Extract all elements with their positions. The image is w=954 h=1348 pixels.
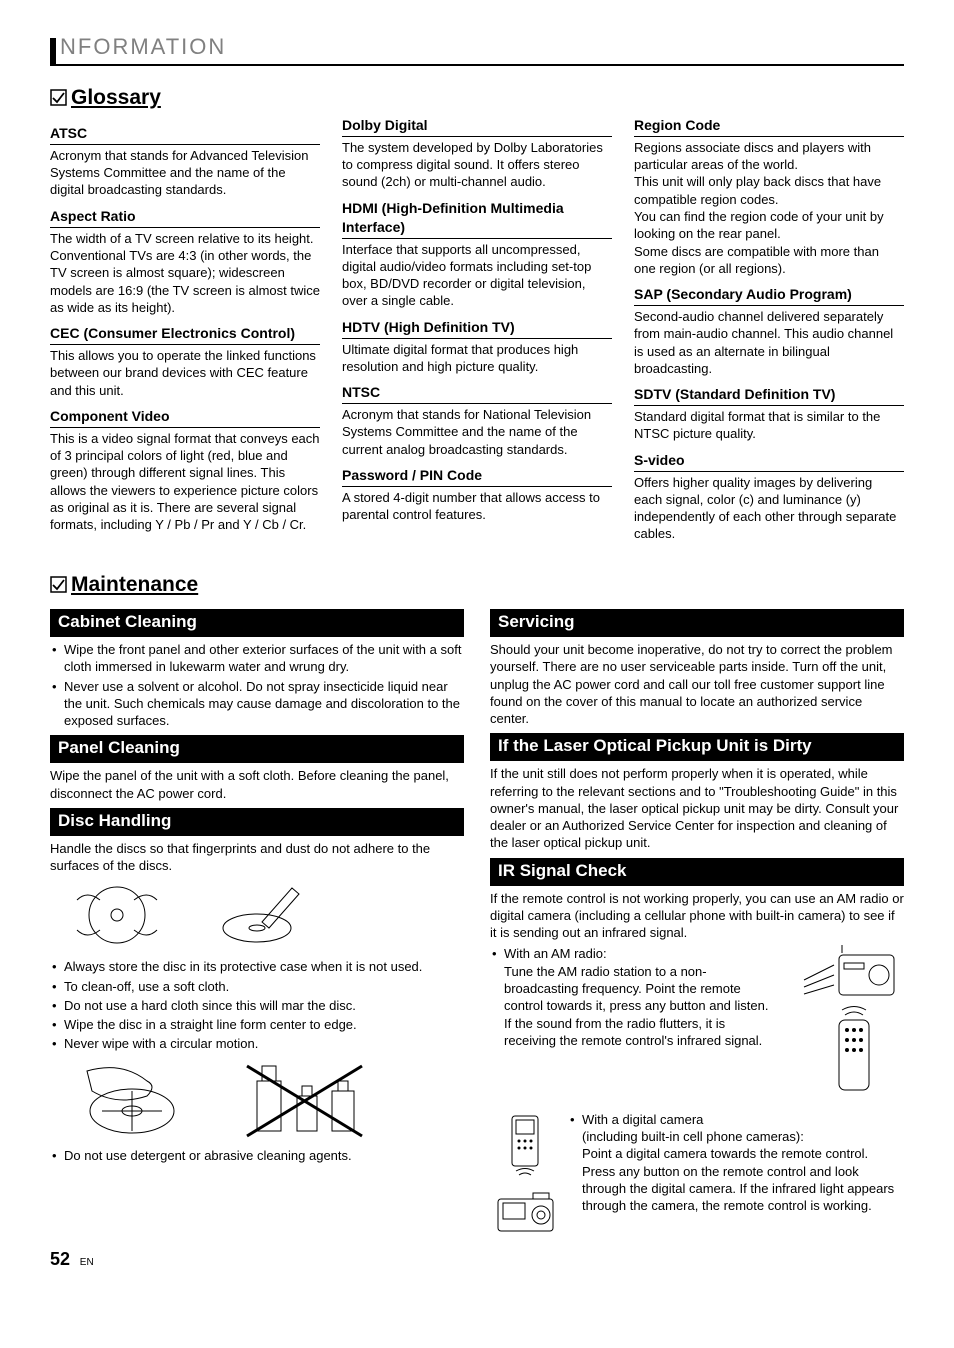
definition: The system developed by Dolby Laboratori…	[342, 139, 612, 191]
term: HDMI (High-Definition Multimedia Interfa…	[342, 199, 612, 239]
list-item: Wipe the front panel and other exterior …	[50, 641, 464, 676]
laser-text: If the unit still does not perform prope…	[490, 765, 904, 851]
definition: This allows you to operate the linked fu…	[50, 347, 320, 399]
panel-cleaning-title: Panel Cleaning	[50, 735, 464, 763]
term: S-video	[634, 451, 904, 472]
list-item: With an AM radio: Tune the AM radio stat…	[490, 945, 904, 1049]
ir-b1-text: Tune the AM radio station to a non-broad…	[504, 964, 768, 1048]
maintenance-right: Servicing Should your unit become inoper…	[490, 603, 904, 1237]
definition: Interface that supports all uncompressed…	[342, 241, 612, 310]
list-item: Never wipe with a circular motion.	[50, 1035, 464, 1052]
list-item: Wipe the disc in a straight line form ce…	[50, 1016, 464, 1033]
definition: Ultimate digital format that produces hi…	[342, 341, 612, 376]
list-item: With a digital camera (including built-i…	[568, 1111, 904, 1215]
ir-block-radio: With an AM radio: Tune the AM radio stat…	[490, 945, 904, 1100]
definition: Standard digital format that is similar …	[634, 408, 904, 443]
term: HDTV (High Definition TV)	[342, 318, 612, 339]
glossary-col-3: Region Code Regions associate discs and …	[634, 116, 904, 543]
checkbox-icon	[50, 89, 67, 106]
glossary-heading: Glossary	[50, 84, 904, 112]
definition: Second-audio channel delivered separatel…	[634, 308, 904, 377]
page-footer: 52 EN	[50, 1247, 904, 1271]
ir-radio-list: With an AM radio: Tune the AM radio stat…	[490, 945, 904, 1049]
disc-wipe-figure	[62, 1059, 202, 1139]
page-number: 52	[50, 1249, 70, 1269]
ir-block-camera: With a digital camera (including built-i…	[490, 1111, 904, 1237]
disc-figure-row-2	[62, 1059, 464, 1139]
ir-b2-label: With a digital camera	[582, 1112, 703, 1127]
definition: The width of a TV screen relative to its…	[50, 230, 320, 316]
camera-remote-figures	[490, 1111, 560, 1237]
definition: Offers higher quality images by deliveri…	[634, 474, 904, 543]
term: Aspect Ratio	[50, 207, 320, 228]
definition: A stored 4-digit number that allows acce…	[342, 489, 612, 524]
ir-camera-list: With a digital camera (including built-i…	[568, 1111, 904, 1215]
definition: Regions associate discs and players with…	[634, 139, 904, 277]
disc-handling-title: Disc Handling	[50, 808, 464, 836]
cabinet-cleaning-title: Cabinet Cleaning	[50, 609, 464, 637]
definition: Acronym that stands for Advanced Televis…	[50, 147, 320, 199]
glossary-col-1: ATSC Acronym that stands for Advanced Te…	[50, 116, 320, 543]
glossary-col-2: Dolby Digital The system developed by Do…	[342, 116, 612, 543]
term: SDTV (Standard Definition TV)	[634, 385, 904, 406]
camera-icon	[493, 1187, 558, 1237]
term: Region Code	[634, 116, 904, 137]
cellphone-icon	[500, 1111, 550, 1181]
term: Component Video	[50, 407, 320, 428]
disc-pencil-figure	[202, 880, 312, 950]
disc-no-chemicals-figure	[232, 1059, 372, 1139]
ir-camera-text-block: With a digital camera (including built-i…	[568, 1111, 904, 1237]
panel-cleaning-text: Wipe the panel of the unit with a soft c…	[50, 767, 464, 802]
definition: This is a video signal format that conve…	[50, 430, 320, 534]
list-item: Always store the disc in its protective …	[50, 958, 464, 975]
term: NTSC	[342, 383, 612, 404]
servicing-title: Servicing	[490, 609, 904, 637]
term: Password / PIN Code	[342, 466, 612, 487]
disc-handling-list: Always store the disc in its protective …	[50, 958, 464, 1052]
maintenance-left: Cabinet Cleaning Wipe the front panel an…	[50, 603, 464, 1237]
maintenance-heading: Maintenance	[50, 571, 904, 599]
term: SAP (Secondary Audio Program)	[634, 285, 904, 306]
term: ATSC	[50, 124, 320, 145]
ir-title: IR Signal Check	[490, 858, 904, 886]
list-item: Do not use detergent or abrasive cleanin…	[50, 1147, 464, 1164]
list-item: To clean-off, use a soft cloth.	[50, 978, 464, 995]
header-tab: NFORMATION	[50, 28, 904, 66]
cabinet-cleaning-list: Wipe the front panel and other exterior …	[50, 641, 464, 729]
servicing-text: Should your unit become inoperative, do …	[490, 641, 904, 727]
disc-hold-figure	[62, 880, 172, 950]
term: Dolby Digital	[342, 116, 612, 137]
list-item: Never use a solvent or alcohol. Do not s…	[50, 678, 464, 730]
ir-b1-label: With an AM radio:	[504, 946, 607, 961]
list-item: Do not use a hard cloth since this will …	[50, 997, 464, 1014]
maintenance-heading-text: Maintenance	[71, 573, 198, 596]
laser-title: If the Laser Optical Pickup Unit is Dirt…	[490, 733, 904, 761]
checkbox-icon	[50, 576, 67, 593]
page-lang: EN	[80, 1257, 94, 1268]
definition: Acronym that stands for National Televis…	[342, 406, 612, 458]
glossary-columns: ATSC Acronym that stands for Advanced Te…	[50, 116, 904, 543]
disc-figure-row-1	[62, 880, 464, 950]
tab-label: NFORMATION	[58, 28, 228, 64]
disc-handling-footer-list: Do not use detergent or abrasive cleanin…	[50, 1147, 464, 1164]
glossary-heading-text: Glossary	[71, 86, 161, 109]
ir-intro: If the remote control is not working pro…	[490, 890, 904, 942]
ir-b2-text: Point a digital camera towards the remot…	[582, 1146, 894, 1213]
disc-handling-intro: Handle the discs so that fingerprints an…	[50, 840, 464, 875]
tab-accent	[50, 38, 56, 64]
term: CEC (Consumer Electronics Control)	[50, 324, 320, 345]
maintenance-columns: Cabinet Cleaning Wipe the front panel an…	[50, 603, 904, 1237]
ir-b2-sub: (including built-in cell phone cameras):	[582, 1129, 804, 1144]
